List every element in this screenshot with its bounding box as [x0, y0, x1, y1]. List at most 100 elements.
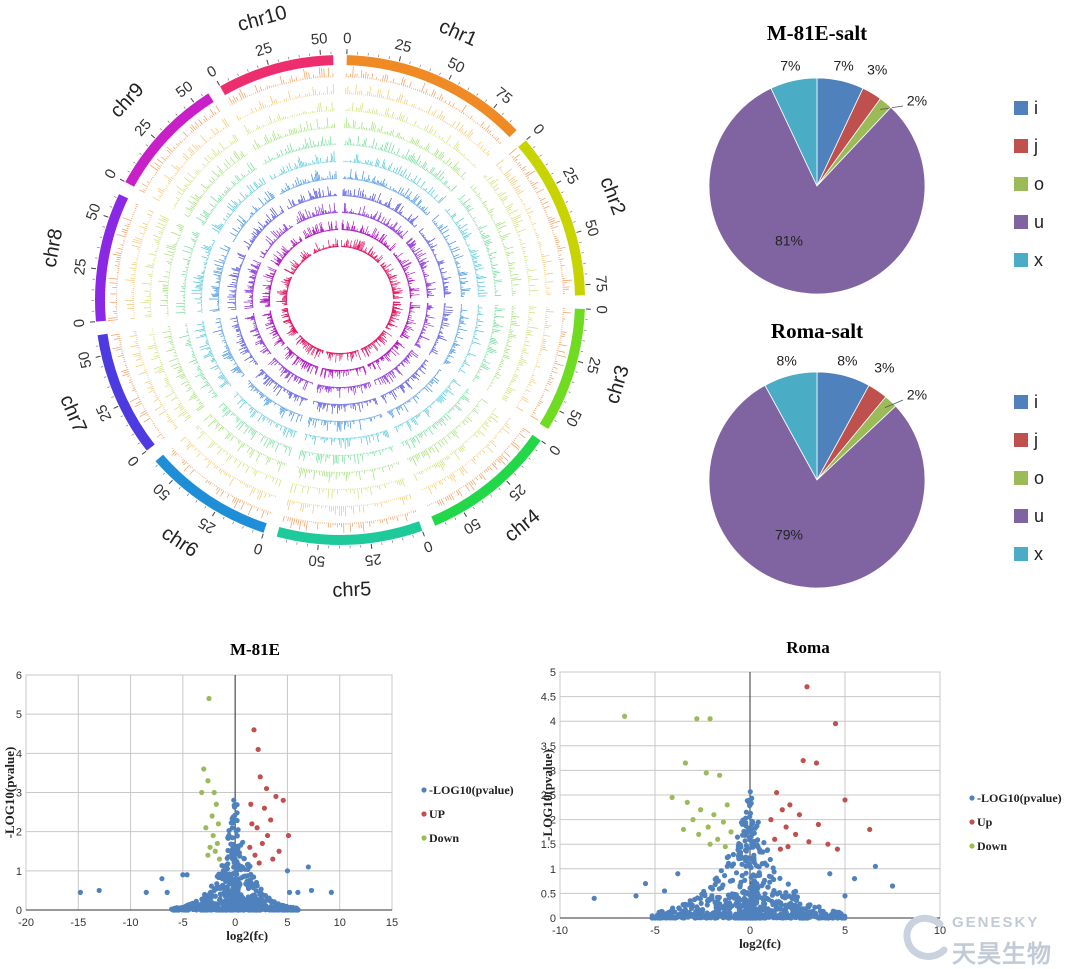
chromosome-tick: [114, 406, 119, 408]
chromosome-minor-tick: [187, 494, 189, 496]
chromosome-minor-tick: [572, 382, 574, 383]
data-point: [309, 888, 314, 893]
data-point-up: [842, 797, 847, 802]
chromosome-minor-tick: [522, 466, 524, 468]
data-point-up: [825, 842, 830, 847]
chromosome-tick-label: 25: [71, 257, 90, 276]
data-point-down: [717, 773, 722, 778]
data-point-down: [207, 845, 212, 850]
data-point: [228, 878, 233, 883]
data-point-up: [252, 853, 257, 858]
data-point: [218, 892, 223, 897]
chromosome-minor-tick: [160, 128, 162, 130]
data-point: [763, 896, 768, 901]
data-point: [771, 915, 776, 920]
data-point: [890, 883, 895, 888]
data-point: [766, 885, 771, 890]
data-point: [737, 908, 742, 913]
data-point: [747, 814, 752, 819]
chromosome-tick-label: 25: [253, 39, 274, 60]
data-point: [789, 914, 794, 919]
chromosome-tick-label: 25: [93, 402, 116, 424]
data-point: [97, 888, 102, 893]
data-point-down: [715, 837, 720, 842]
data-point: [750, 820, 755, 825]
chromosome-minor-tick: [278, 59, 279, 61]
chromosome-tick-label: 50: [75, 350, 95, 370]
data-point: [745, 912, 750, 917]
data-point: [650, 915, 655, 920]
y-tick-label: 6: [16, 670, 22, 682]
chromosome-minor-tick: [184, 107, 186, 109]
chromosome-minor-tick: [156, 465, 158, 467]
chromosome-arc: [277, 521, 423, 545]
pie-percent-label: 8%: [777, 353, 797, 369]
chromosome-tick: [267, 60, 268, 65]
data-point: [185, 907, 190, 912]
data-point: [748, 789, 753, 794]
data-point-down: [725, 802, 730, 807]
chromosome-tick-label: 25: [131, 116, 155, 140]
chromosome-minor-tick: [573, 222, 575, 223]
data-point-up: [262, 806, 267, 811]
x-axis-label: log2(fc): [226, 928, 268, 943]
data-point-up: [260, 841, 265, 846]
data-point: [276, 901, 281, 906]
data-point: [743, 838, 748, 843]
chromosome-minor-tick: [97, 247, 99, 248]
data-point: [761, 880, 766, 885]
data-point-up: [801, 758, 806, 763]
data-point-up: [806, 839, 811, 844]
data-point: [735, 835, 740, 840]
x-tick-label: -10: [123, 917, 139, 929]
circos-track: [108, 67, 573, 534]
chromosome-tick: [560, 411, 564, 413]
data-point: [750, 915, 755, 920]
data-point: [675, 871, 680, 876]
legend-label: j: [1033, 430, 1038, 450]
data-point-up: [249, 821, 254, 826]
chromosome-minor-tick: [455, 518, 456, 520]
chromosome-tick: [577, 231, 582, 232]
data-point: [755, 912, 760, 917]
data-point: [768, 857, 773, 862]
data-point-up: [835, 847, 840, 852]
chromosome-minor-tick: [535, 450, 537, 452]
data-point: [760, 861, 765, 866]
chromosome-tick: [151, 135, 155, 138]
data-point: [238, 843, 243, 848]
data-point: [816, 904, 821, 909]
data-point: [779, 902, 784, 907]
data-point-up: [270, 856, 275, 861]
legend-label: u: [1034, 212, 1044, 232]
data-point-down: [683, 760, 688, 765]
pie-percent-label: 79%: [775, 527, 803, 543]
chromosome-tick-label: 50: [173, 78, 197, 102]
y-tick-label: 0: [16, 905, 22, 917]
data-point: [233, 872, 238, 877]
data-point: [225, 856, 230, 861]
data-point-up: [276, 849, 281, 854]
chromosome-tick: [262, 534, 264, 539]
data-point-up: [251, 727, 256, 732]
data-point: [226, 833, 231, 838]
data-point: [171, 907, 176, 912]
legend-label: Down: [429, 831, 459, 845]
data-point: [732, 895, 737, 900]
genesky-watermark: GENESKY 天昊生物: [902, 912, 1072, 964]
data-point: [743, 820, 748, 825]
chromosome-minor-tick: [566, 201, 568, 202]
data-point: [705, 910, 710, 915]
legend-swatch: [1014, 547, 1028, 561]
data-point: [769, 899, 774, 904]
data-point: [227, 828, 232, 833]
data-point: [722, 904, 727, 909]
legend-label: -LOG10(pvalue): [429, 783, 514, 797]
data-point: [643, 881, 648, 886]
data-point: [676, 905, 681, 910]
chromosome-minor-tick: [286, 540, 287, 542]
y-tick-label: 4: [550, 716, 556, 728]
data-point: [144, 890, 149, 895]
data-point: [207, 891, 212, 896]
